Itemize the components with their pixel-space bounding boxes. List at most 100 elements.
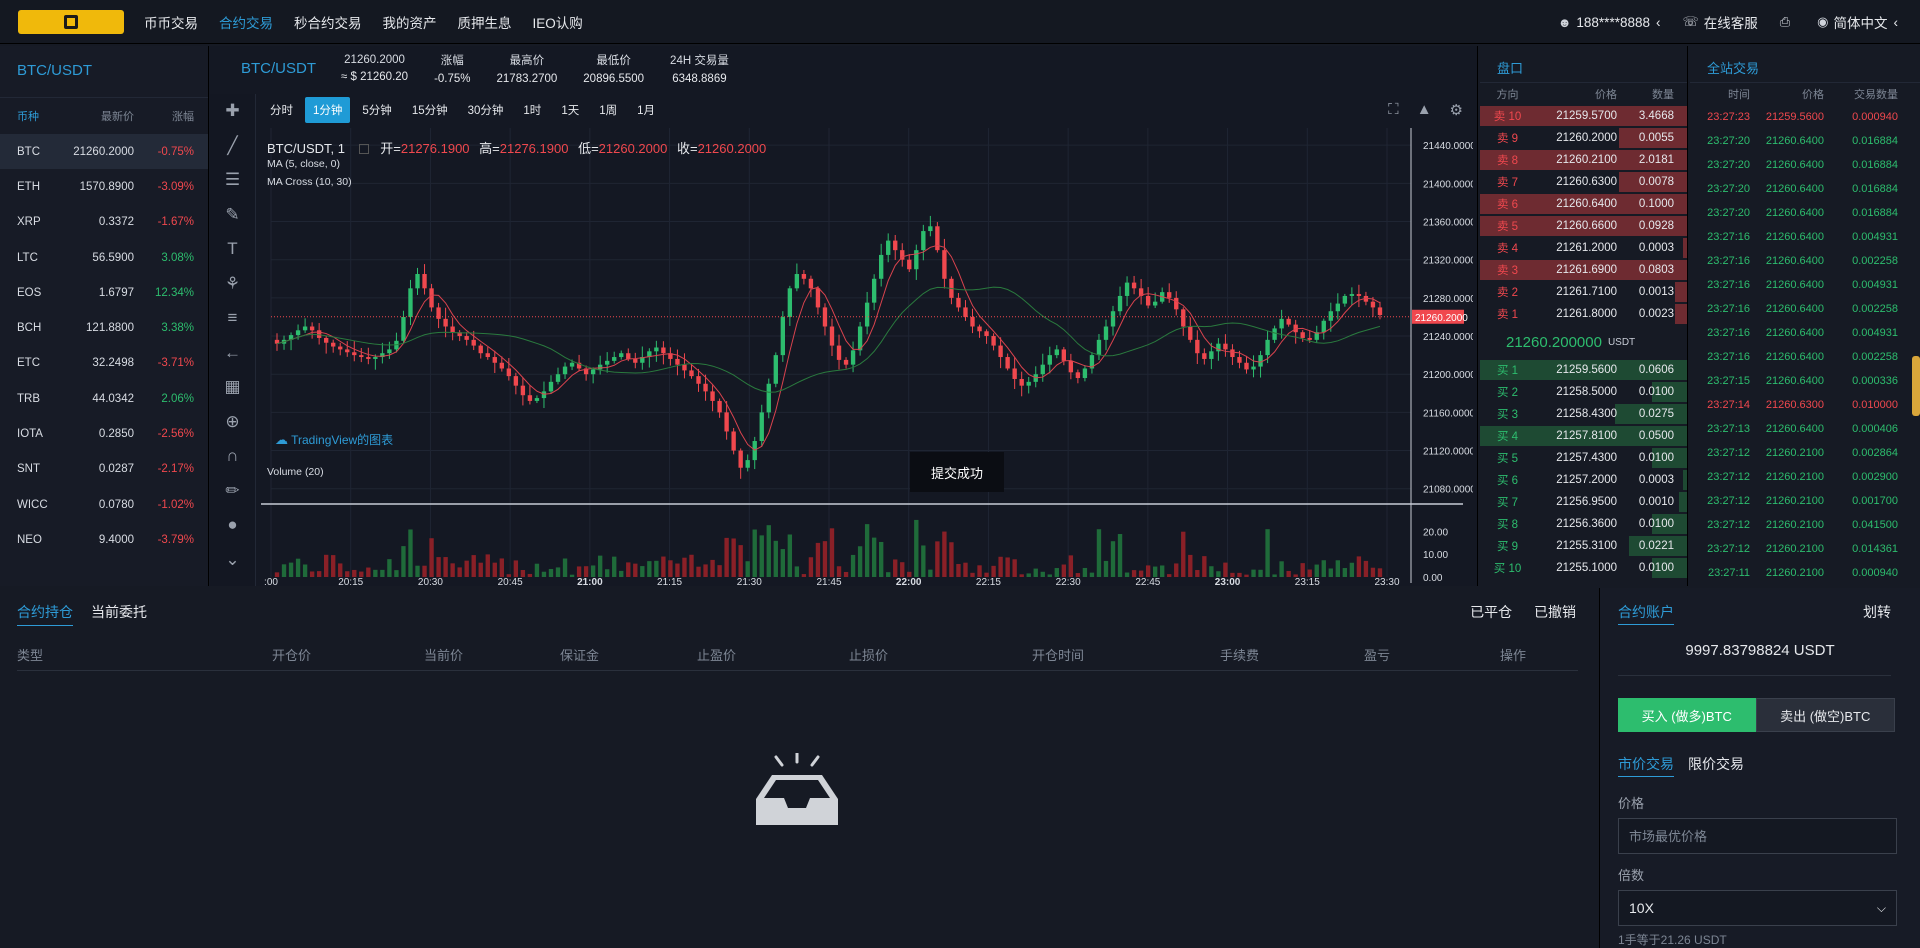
nav-ieo[interactable]: IEO认购 <box>532 15 583 31</box>
coin-row[interactable]: XRP 0.3372 -1.67% <box>0 205 208 240</box>
nav-assets[interactable]: 我的资产 <box>382 15 437 31</box>
fib-icon[interactable]: ☰ <box>224 170 241 190</box>
pencil-lock-icon[interactable]: ✏ <box>225 480 240 500</box>
tab-limit-order[interactable]: 限价交易 <box>1688 756 1744 772</box>
coin-row[interactable]: SNT 0.0287 -2.17% <box>0 452 208 487</box>
sell-short-button[interactable]: 卖出 (做空)BTC <box>1755 698 1895 732</box>
bid-row[interactable]: 买 9 21255.3100 0.0221 <box>1480 535 1687 557</box>
bid-row[interactable]: 买 3 21258.4300 0.0275 <box>1480 403 1687 425</box>
collapse-icon[interactable] <box>358 144 369 154</box>
coin-row[interactable]: LTC 56.5900 3.08% <box>0 240 208 275</box>
candle-body <box>717 400 722 413</box>
bid-row[interactable]: 买 1 21259.5600 0.0606 <box>1480 359 1687 381</box>
interval-tab[interactable]: 1天 <box>561 105 580 117</box>
ask-row[interactable]: 卖 2 21261.7100 0.0013 <box>1480 281 1687 303</box>
arrow-left-icon[interactable]: ← <box>224 342 241 362</box>
ask-row[interactable]: 卖 9 21260.2000 0.0055 <box>1480 127 1687 149</box>
interval-tab[interactable]: 分时 <box>270 105 293 117</box>
chevron-down-icon[interactable]: ⌄ <box>225 549 240 569</box>
ticker-pair[interactable]: BTC/USDT <box>241 59 316 77</box>
bid-row[interactable]: 买 2 21258.5000 0.0100 <box>1480 381 1687 403</box>
volume-bar <box>808 557 814 577</box>
candle-body <box>464 336 469 340</box>
bid-row[interactable]: 买 10 21255.1000 0.0100 <box>1480 557 1687 579</box>
coin-row[interactable]: EOS 1.6797 12.34% <box>0 275 208 310</box>
coin-row[interactable]: BTC 21260.2000 -0.75% <box>0 134 208 170</box>
tab-contract-account[interactable]: 合约账户 <box>1618 602 1674 625</box>
interval-tab[interactable]: 5分钟 <box>362 105 392 117</box>
support-link[interactable]: ☏ 在线客服 <box>1682 12 1757 32</box>
pattern-icon[interactable]: ⚘ <box>224 273 241 293</box>
trendline-icon[interactable]: ╱ <box>227 135 238 155</box>
price-input[interactable] <box>1618 818 1897 854</box>
trades-scrollbar[interactable] <box>1912 356 1920 416</box>
tab-market-order[interactable]: 市价交易 <box>1618 754 1674 777</box>
bid-row[interactable]: 买 5 21257.4300 0.0100 <box>1480 447 1687 469</box>
transfer-button[interactable]: 划转 <box>1863 604 1891 620</box>
brush-icon[interactable]: ✎ <box>225 204 240 224</box>
interval-tab[interactable]: 15分钟 <box>411 105 448 117</box>
indicator-icon[interactable]: ▲ <box>1416 101 1432 118</box>
coin-row[interactable]: ETH 1570.8900 -3.09% <box>0 169 208 204</box>
coin-row[interactable]: WICC 0.0780 -1.02% <box>0 487 208 522</box>
gear-icon[interactable]: ⚙ <box>1449 102 1463 119</box>
leverage-select[interactable]: 10X ⌵ <box>1618 890 1897 926</box>
user-menu[interactable]: ☻ 188****8888 ‹ <box>1558 15 1661 30</box>
ohlc-open: 21276.1900 <box>400 141 470 156</box>
stat-volume-label: 24H 交易量 <box>670 54 729 67</box>
candlestick-chart[interactable]: 21440.0000 21400.0000 21360.0000 21320.0000… <box>261 128 1473 586</box>
bid-row[interactable]: 买 7 21256.9500 0.0010 <box>1480 491 1687 513</box>
coin-price: 21260.2000 <box>73 145 134 158</box>
interval-tab[interactable]: 30分钟 <box>467 105 504 117</box>
coin-row[interactable]: TRB 44.0342 2.06% <box>0 381 208 416</box>
tab-open-orders[interactable]: 当前委托 <box>91 604 147 620</box>
interval-tab[interactable]: 1月 <box>637 105 656 117</box>
nav-spot[interactable]: 币币交易 <box>144 15 198 31</box>
indicator-ma-cross[interactable]: MA Cross (10, 30) <box>267 176 352 188</box>
ask-row[interactable]: 卖 6 21260.6400 0.1000 <box>1480 193 1687 215</box>
bid-row[interactable]: 买 6 21257.2000 0.0003 <box>1480 469 1687 491</box>
buy-long-button[interactable]: 买入 (做多)BTC <box>1618 698 1756 732</box>
download-button[interactable]: ⎙ <box>1780 14 1795 30</box>
ask-row[interactable]: 卖 4 21261.2000 0.0003 <box>1480 237 1687 259</box>
fullscreen-icon[interactable]: ⛶ <box>1388 101 1399 118</box>
interval-tab[interactable]: 1分钟 <box>305 97 351 123</box>
ask-row[interactable]: 卖 7 21260.6300 0.0078 <box>1480 171 1687 193</box>
depth-bar <box>1682 238 1687 258</box>
coin-row[interactable]: BCH 121.8800 3.38% <box>0 310 208 345</box>
ask-row[interactable]: 卖 8 21260.2100 2.0181 <box>1480 149 1687 171</box>
zoom-icon[interactable]: ⊕ <box>225 411 240 431</box>
nav-seconds-contract[interactable]: 秒合约交易 <box>294 15 362 31</box>
ask-row[interactable]: 卖 5 21260.6600 0.0928 <box>1480 215 1687 237</box>
interval-tab[interactable]: 1周 <box>599 105 618 117</box>
bid-row[interactable]: 买 8 21256.3600 0.0100 <box>1480 513 1687 535</box>
ask-row[interactable]: 卖 10 21259.5700 3.4668 <box>1480 105 1687 127</box>
volume-legend[interactable]: Volume (20) <box>267 466 324 478</box>
bid-row[interactable]: 买 4 21257.8100 0.0500 <box>1480 425 1687 447</box>
ask-row[interactable]: 卖 3 21261.6900 0.0803 <box>1480 259 1687 281</box>
interval-tab[interactable]: 1时 <box>523 105 542 117</box>
trade-price: 21260.6400 <box>1765 279 1824 291</box>
candle-body <box>998 345 1003 358</box>
measure-icon[interactable]: ▦ <box>224 377 241 397</box>
coin-row[interactable]: IOTA 0.2850 -2.56% <box>0 416 208 451</box>
text-icon[interactable]: T <box>227 239 238 259</box>
tab-closed[interactable]: 已平仓 <box>1470 604 1513 620</box>
nav-staking[interactable]: 质押生息 <box>457 15 512 31</box>
ask-row[interactable]: 卖 1 21261.8000 0.0023 <box>1480 303 1687 325</box>
magnet-icon[interactable]: ∩ <box>226 446 239 466</box>
ruler-icon[interactable]: ≡ <box>227 308 238 328</box>
coin-row[interactable]: ETC 32.2498 -3.71% <box>0 346 208 381</box>
brand-logo[interactable] <box>18 9 124 34</box>
tab-cancelled[interactable]: 已撤销 <box>1534 604 1576 620</box>
indicator-ma[interactable]: MA (5, close, 0) <box>267 158 340 170</box>
coin-row[interactable]: NEO 9.4000 -3.79% <box>0 522 208 557</box>
nav-futures[interactable]: 合约交易 <box>219 15 273 31</box>
crosshair-icon[interactable]: ✚ <box>225 101 240 121</box>
order-price: 21256.9500 <box>1556 496 1617 508</box>
language-menu[interactable]: ◉ 简体中文 ‹ <box>1817 12 1898 32</box>
lock-icon[interactable]: ● <box>227 515 238 535</box>
tradingview-watermark[interactable]: ☁ TradingView的图表 <box>275 431 393 448</box>
trade-row: 23:27:12 21260.2100 0.001700 <box>1690 489 1920 513</box>
tab-positions[interactable]: 合约持仓 <box>17 602 73 626</box>
